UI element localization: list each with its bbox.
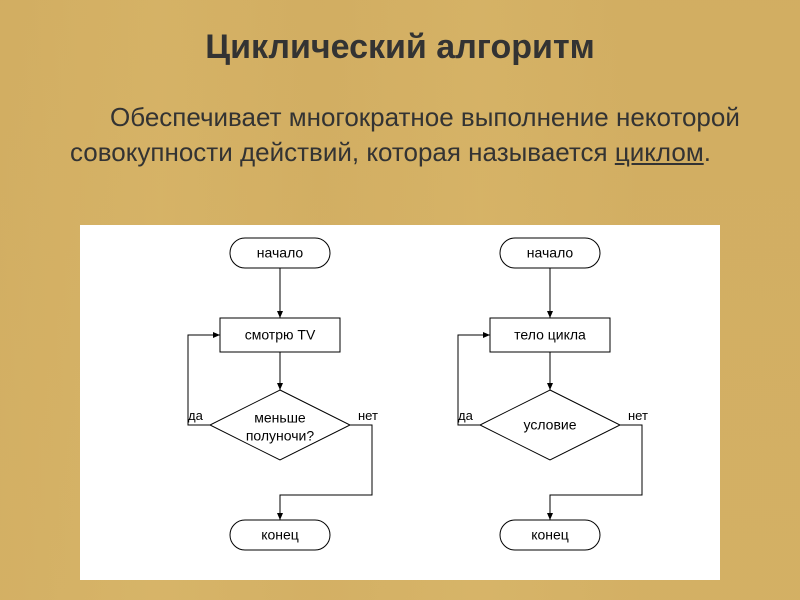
svg-text:смотрю TV: смотрю TV [245,327,316,343]
svg-text:полуночи?: полуночи? [246,428,315,444]
svg-text:начало: начало [527,245,574,261]
slide-title: Циклический алгоритм [0,28,800,67]
svg-text:меньше: меньше [254,410,306,426]
svg-text:конец: конец [261,527,299,543]
svg-text:да: да [458,408,474,423]
slide-body-text: Обеспечивает многократное выполнение нек… [70,100,740,170]
flowchart-diagram: начало смотрю TV меньше полуночи? конец начал… [80,225,720,580]
body-text-underlined: циклом [615,137,704,167]
svg-text:да: да [188,408,204,423]
svg-text:нет: нет [628,408,648,423]
svg-text:конец: конец [531,527,569,543]
body-text-end: . [704,137,711,167]
svg-text:нет: нет [358,408,378,423]
svg-text:условие: условие [524,417,577,433]
svg-text:начало: начало [257,245,304,261]
flowchart-svg: начало смотрю TV меньше полуночи? конец начал… [80,225,720,580]
svg-text:тело цикла: тело цикла [514,327,586,343]
